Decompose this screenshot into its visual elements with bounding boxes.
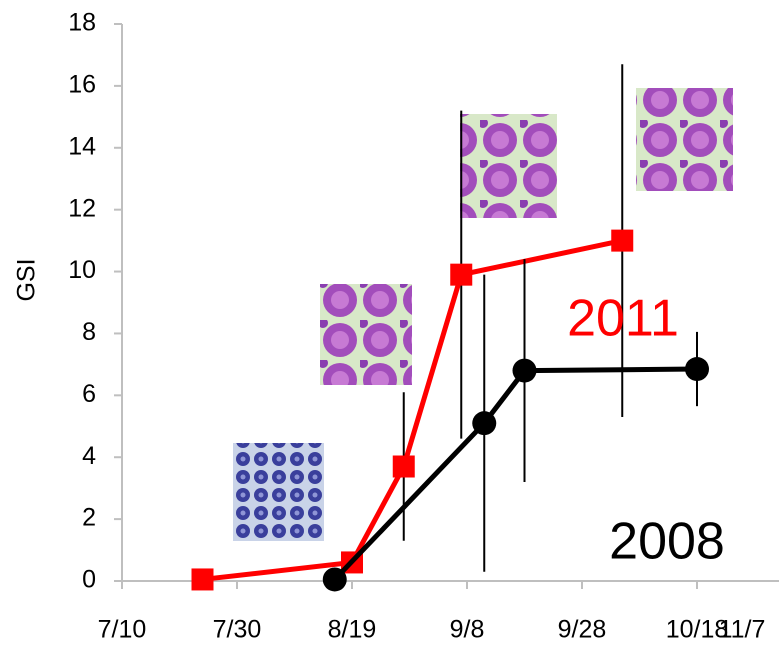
- y-axis-label: GSI: [13, 258, 41, 301]
- chart: GSI 0246810121416187/107/308/199/89/2810…: [0, 0, 779, 646]
- y-tick-label: 2: [82, 504, 96, 532]
- series-label: 2008: [609, 513, 725, 571]
- y-tick-label: 18: [68, 9, 96, 37]
- y-tick-label: 4: [82, 442, 96, 470]
- marker: [685, 357, 709, 381]
- histology-image: [320, 284, 412, 385]
- x-tick-label: 11/7: [719, 616, 766, 644]
- histology-image: [233, 443, 324, 541]
- marker: [472, 411, 496, 435]
- marker: [323, 567, 347, 591]
- x-tick-label: 7/30: [213, 616, 262, 644]
- y-tick-label: 0: [82, 566, 96, 594]
- marker: [450, 264, 472, 286]
- y-tick-label: 12: [68, 194, 96, 222]
- marker: [192, 568, 214, 590]
- x-tick-label: 8/19: [328, 616, 377, 644]
- x-tick-label: 7/10: [98, 616, 147, 644]
- marker: [513, 359, 537, 383]
- marker: [393, 456, 415, 478]
- y-tick-label: 8: [82, 318, 96, 346]
- series-label: 2011: [567, 290, 679, 348]
- x-tick-label: 9/28: [558, 616, 607, 644]
- histology-image: [460, 114, 557, 218]
- y-tick-label: 14: [68, 132, 96, 160]
- x-tick-label: 9/8: [450, 616, 485, 644]
- y-tick-label: 10: [68, 256, 96, 284]
- histology-image: [636, 88, 733, 191]
- y-tick-label: 16: [68, 70, 96, 98]
- marker: [611, 230, 633, 252]
- y-tick-label: 6: [82, 380, 96, 408]
